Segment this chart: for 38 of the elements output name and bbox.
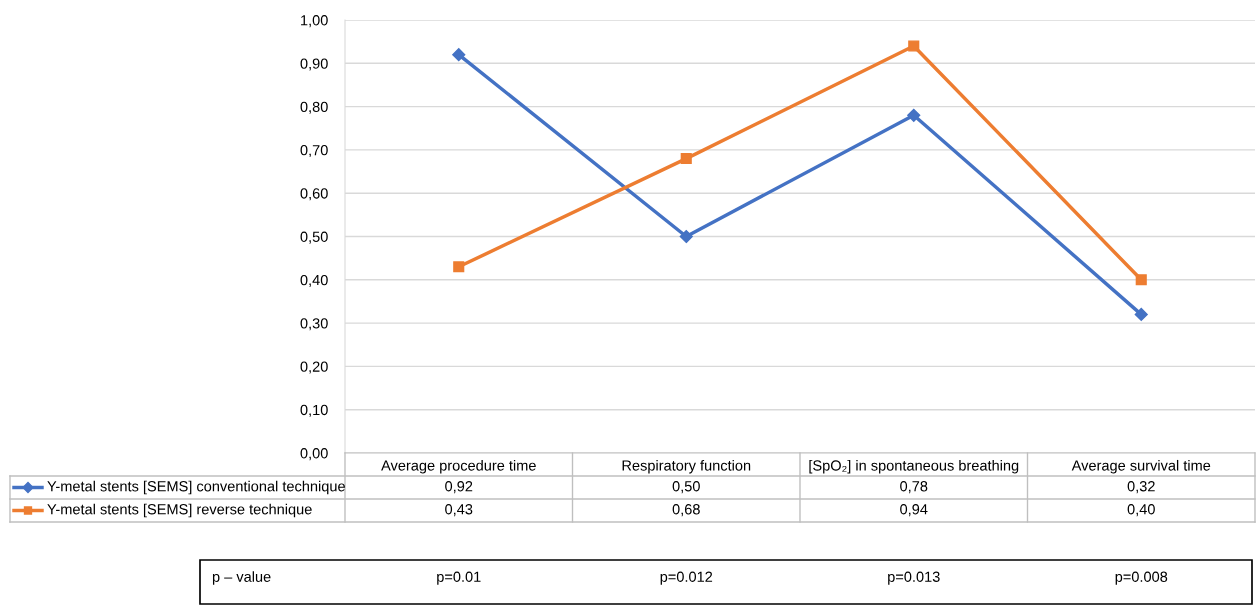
y-tick-label: 0,20 [300, 361, 328, 374]
point [1135, 274, 1147, 286]
data-label: 0,94 [900, 504, 928, 517]
y-tick-label: 1,00 [301, 15, 328, 28]
x-tick-label: Average survival time [1071, 459, 1211, 474]
legend-label: Y-metal stents [SEMS] reverse technique [47, 503, 312, 518]
y-tick-label: 0,40 [300, 274, 328, 287]
text: p=0.01 [437, 571, 481, 585]
point [1134, 307, 1148, 322]
text: p=0.013 [888, 571, 940, 585]
y-tick-label: 0,70 [300, 145, 328, 158]
text: p=0.008 [1115, 571, 1168, 585]
x-tick-label: Average procedure time [381, 459, 536, 474]
data-label: 0,50 [672, 481, 700, 494]
point [680, 153, 692, 165]
legend-label: Y-metal stents [SEMS] conventional technique [47, 480, 345, 495]
point [452, 48, 466, 62]
data-label: 0,32 [1127, 481, 1155, 494]
text: p – value [212, 571, 271, 585]
y-tick-label: 0,90 [300, 58, 328, 71]
data-label: 0,43 [445, 504, 473, 517]
point [679, 229, 693, 244]
y-tick-label: 0,00 [300, 448, 328, 461]
data-label: 0,78 [900, 481, 928, 494]
text: p=0.012 [660, 571, 713, 585]
point [908, 40, 920, 52]
point [453, 261, 465, 273]
y-tick-label: 0,30 [300, 318, 328, 331]
x-tick-label: Respiratory function [622, 459, 751, 474]
data-label: 0,92 [445, 481, 473, 494]
data-label: 0,68 [672, 504, 700, 517]
y-tick-label: 0,10 [300, 404, 328, 417]
x-tick-label: [SpO₂] in spontaneous breathing [809, 459, 1019, 474]
data-label: 0,40 [1127, 504, 1155, 517]
y-tick-label: 0,80 [300, 101, 328, 114]
y-tick-label: 0,60 [300, 188, 328, 201]
point [907, 108, 921, 122]
y-tick-label: 0,50 [300, 231, 328, 244]
